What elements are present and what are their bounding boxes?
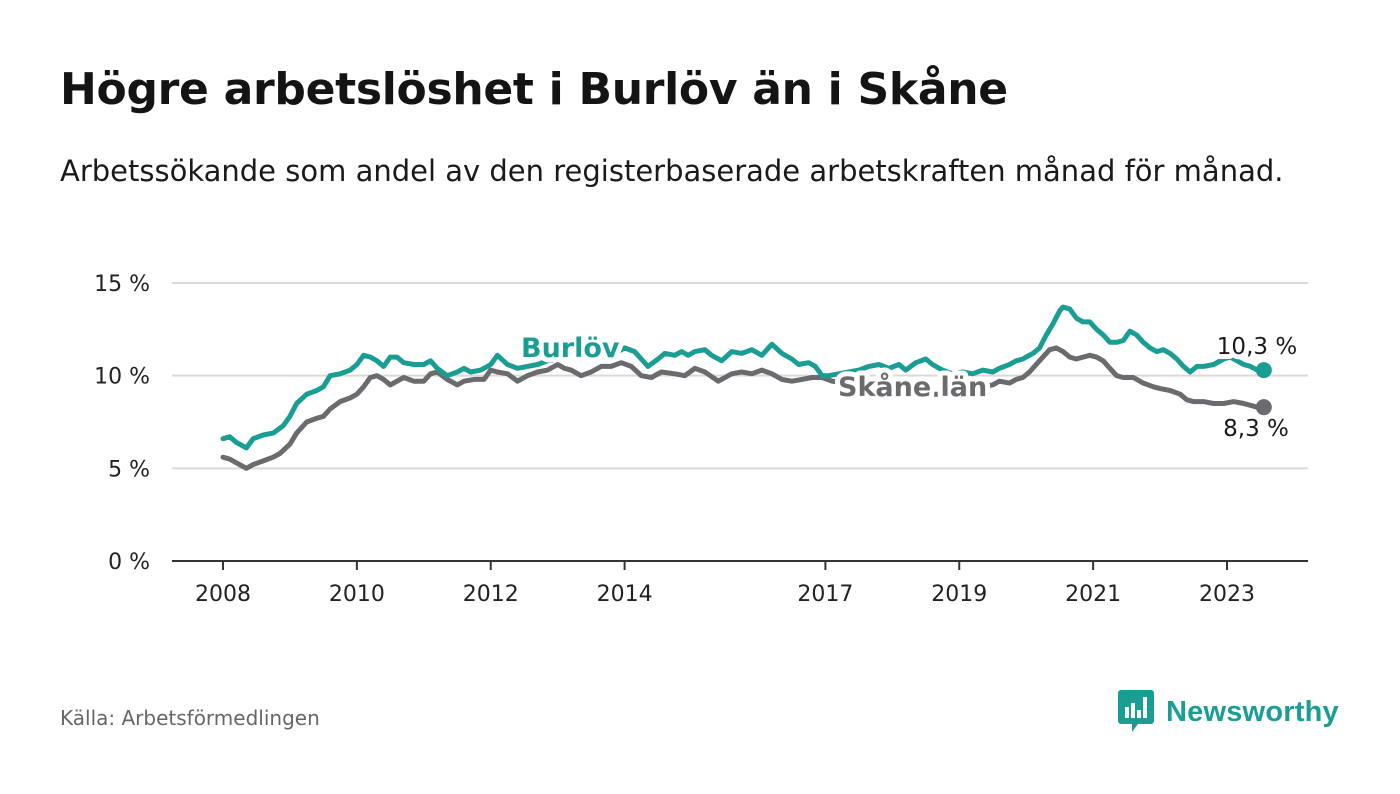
y-tick-label: 0 % <box>108 550 150 575</box>
gridlines <box>172 282 1308 470</box>
x-tick-label: 2017 <box>797 582 853 607</box>
x-axis-tick-labels: 2008 2010 2012 2014 2017 2019 2021 2023 <box>195 561 1255 607</box>
x-tick-label: 2023 <box>1199 582 1255 607</box>
chart-title: Högre arbetslöshet i Burlöv än i Skåne <box>60 64 1008 115</box>
end-label-skane-halo: 8,3 % <box>1223 416 1289 442</box>
series-line-burlov <box>220 304 1267 451</box>
x-tick-label: 2019 <box>931 582 987 607</box>
bar-chart-icon <box>1118 690 1154 732</box>
chart-subtitle: Arbetssökande som andel av den registerb… <box>60 154 1284 188</box>
y-tick-label: 5 % <box>108 457 150 482</box>
x-tick-label: 2014 <box>597 582 653 607</box>
series-label-burlov-halo: Burlöv <box>521 333 620 364</box>
logo-text: Newsworthy <box>1166 695 1339 728</box>
end-label-burlov: 10,3 % <box>1217 334 1297 360</box>
series-label-skane-halo: Skåne län <box>838 371 987 403</box>
y-axis-tick-labels: 0 % 5 % 10 % 15 % <box>94 272 150 575</box>
end-point-skane <box>1255 399 1272 416</box>
series-lines <box>220 304 1272 471</box>
x-tick-label: 2010 <box>329 582 385 607</box>
series-line-skane <box>220 345 1267 471</box>
y-tick-label: 10 % <box>94 365 150 390</box>
newsworthy-logo: Newsworthy <box>1118 690 1339 734</box>
end-point-burlov <box>1255 362 1272 379</box>
y-tick-label: 15 % <box>94 272 150 297</box>
source-note: Källa: Arbetsförmedlingen <box>60 706 320 730</box>
end-label-burlov-halo: 10,3 % <box>1217 334 1297 360</box>
series-label-burlov: Burlöv <box>521 333 620 364</box>
x-tick-label: 2012 <box>463 582 519 607</box>
x-tick-label: 2021 <box>1065 582 1121 607</box>
end-label-skane: 8,3 % <box>1223 416 1289 442</box>
x-tick-label: 2008 <box>195 582 251 607</box>
series-label-skane: Skåne län <box>838 371 987 403</box>
